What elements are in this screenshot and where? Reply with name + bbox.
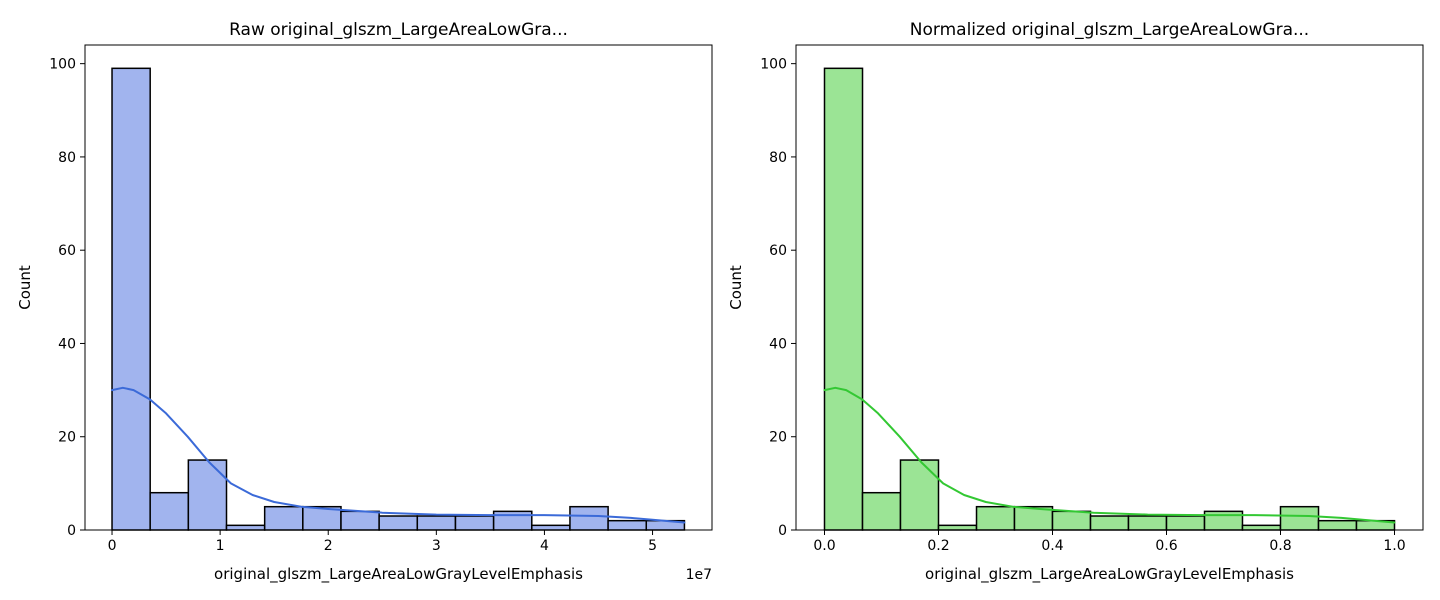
histogram-bar — [531, 524, 571, 531]
histogram-bar — [607, 519, 648, 531]
histogram-bar — [1241, 524, 1282, 531]
axes-frame — [84, 44, 713, 531]
histogram-bar — [187, 459, 228, 531]
histogram-bar — [1317, 519, 1358, 531]
histogram-bar — [899, 459, 940, 531]
x-axis-offset-label: 1e7 — [686, 567, 712, 583]
histogram-bar — [1051, 510, 1092, 531]
histogram-bar — [416, 515, 457, 531]
y-tick-label: 0 — [67, 523, 76, 539]
x-axis-label: original_glszm_LargeAreaLowGrayLevelEmph… — [214, 565, 583, 584]
chart-title: Raw original_glszm_LargeAreaLowGra... — [229, 20, 568, 40]
y-tick-label: 60 — [58, 243, 76, 259]
x-tick-label: 0.8 — [1269, 538, 1291, 554]
histogram-bar — [937, 524, 978, 531]
x-tick-label: 1.0 — [1383, 538, 1405, 554]
y-tick-label: 0 — [778, 523, 787, 539]
x-tick-label: 0.4 — [1041, 538, 1063, 554]
y-axis-label: Count — [727, 265, 745, 310]
y-tick-label: 60 — [769, 243, 787, 259]
histogram-bar — [823, 67, 864, 531]
x-tick-label: 0.2 — [927, 538, 949, 554]
y-tick-label: 80 — [58, 150, 76, 166]
y-axis-label: Count — [16, 265, 34, 310]
chart-title: Normalized original_glszm_LargeAreaLowGr… — [910, 20, 1309, 40]
x-tick-label: 5 — [648, 538, 657, 554]
kde-line — [823, 386, 1396, 524]
histogram-bar — [861, 491, 902, 531]
histogram-bar — [111, 67, 151, 531]
y-tick-label: 40 — [58, 336, 76, 352]
histogram-bar — [1089, 515, 1130, 531]
histogram-bar — [378, 515, 419, 531]
x-tick-label: 0.6 — [1155, 538, 1177, 554]
y-tick-label: 80 — [769, 150, 787, 166]
x-tick-label: 4 — [540, 538, 549, 554]
y-tick-label: 100 — [760, 57, 787, 73]
histogram-bar — [1165, 515, 1206, 531]
y-tick-label: 20 — [769, 430, 787, 446]
histogram-bar — [263, 505, 304, 531]
histogram-bar — [454, 515, 495, 531]
histogram-bar — [1279, 505, 1320, 531]
histogram-bar — [569, 505, 609, 531]
x-tick-label: 3 — [432, 538, 441, 554]
y-tick-label: 100 — [49, 57, 76, 73]
histogram-bar — [149, 491, 190, 531]
histogram-bar — [340, 510, 380, 531]
x-tick-label: 0.0 — [813, 538, 835, 554]
x-tick-label: 2 — [324, 538, 333, 554]
y-tick-label: 20 — [58, 430, 76, 446]
axes-frame — [795, 44, 1424, 531]
chart-panel-1: 0 1 2 3 4 5 0 20 40 60 80 100 Raw original_glszm_Lar… — [16, 20, 713, 584]
histogram-bar — [975, 505, 1016, 531]
x-axis-label: original_glszm_LargeAreaLowGrayLevelEmph… — [925, 565, 1294, 584]
histogram-bar — [225, 524, 266, 531]
histogram-bar — [1127, 515, 1168, 531]
x-tick-label: 1 — [216, 538, 225, 554]
x-tick-label: 0 — [108, 538, 117, 554]
kde-line — [111, 386, 686, 524]
chart-panel-2: 0.0 0.2 0.4 0.6 0.8 1.0 0 20 40 60 80 100 Normalized… — [727, 20, 1424, 584]
y-tick-label: 40 — [769, 336, 787, 352]
